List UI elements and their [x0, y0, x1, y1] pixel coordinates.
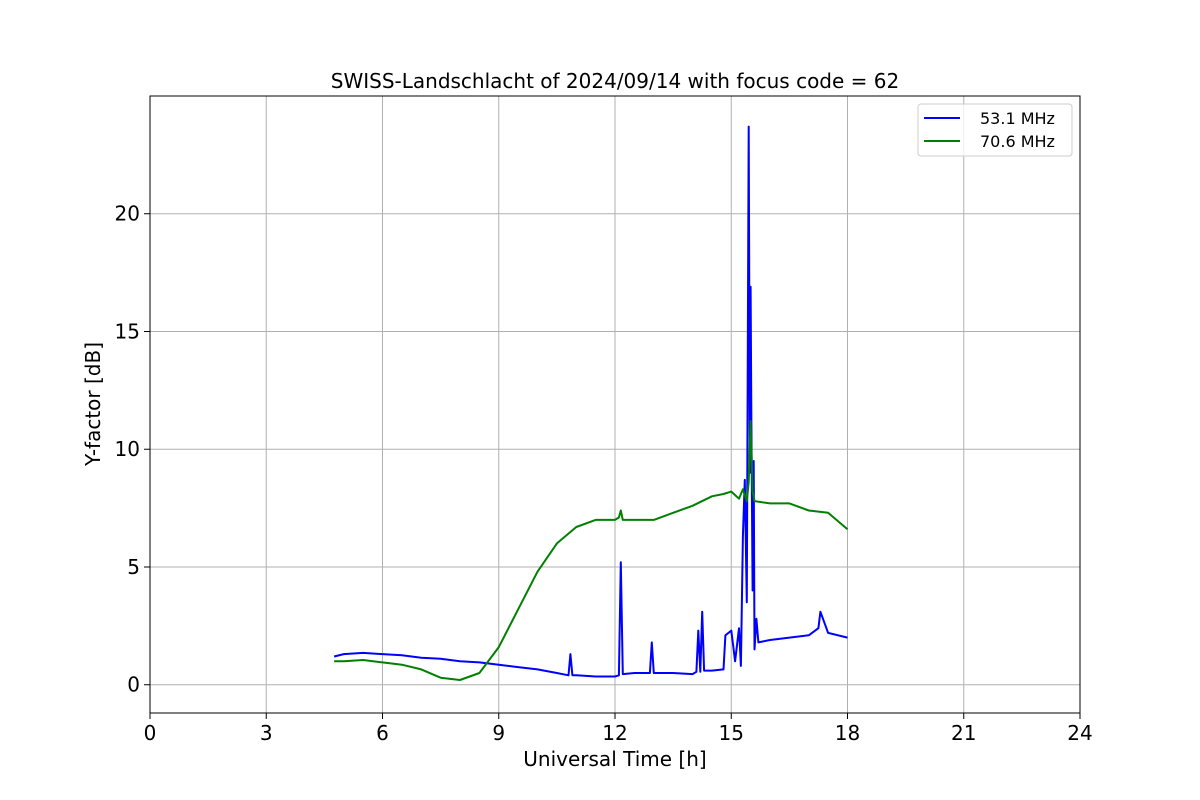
series-line-53-1-mhz	[333, 125, 848, 678]
y-tick-label: 20	[115, 202, 140, 226]
series-line-70-6-mhz	[334, 420, 849, 681]
plot-area	[333, 125, 849, 681]
axis-ticks: 0 3 6 9 12 15 18 21 24 0 5 10 15 20	[115, 202, 1093, 745]
chart-title: SWISS-Landschlacht of 2024/09/14 with fo…	[331, 69, 899, 93]
legend-label: 70.6 MHz	[980, 132, 1055, 151]
y-tick-label: 15	[115, 319, 140, 343]
x-tick-label: 24	[1067, 721, 1092, 745]
y-tick-label: 0	[127, 673, 140, 697]
x-tick-label: 9	[492, 721, 505, 745]
y-tick-label: 10	[115, 437, 140, 461]
legend-label: 53.1 MHz	[980, 109, 1055, 128]
x-tick-label: 21	[951, 721, 976, 745]
x-tick-label: 3	[260, 721, 273, 745]
x-axis-label: Universal Time [h]	[523, 747, 706, 771]
x-tick-label: 15	[719, 721, 744, 745]
plot-frame	[149, 95, 1081, 714]
grid	[149, 96, 1081, 713]
x-tick-label: 18	[835, 721, 860, 745]
x-tick-label: 0	[144, 721, 157, 745]
legend: 53.1 MHz 70.6 MHz	[917, 103, 1073, 157]
x-tick-label: 6	[376, 721, 389, 745]
y-axis-label: Y-factor [dB]	[81, 342, 105, 467]
x-tick-label: 12	[602, 721, 627, 745]
y-tick-label: 5	[127, 555, 140, 579]
